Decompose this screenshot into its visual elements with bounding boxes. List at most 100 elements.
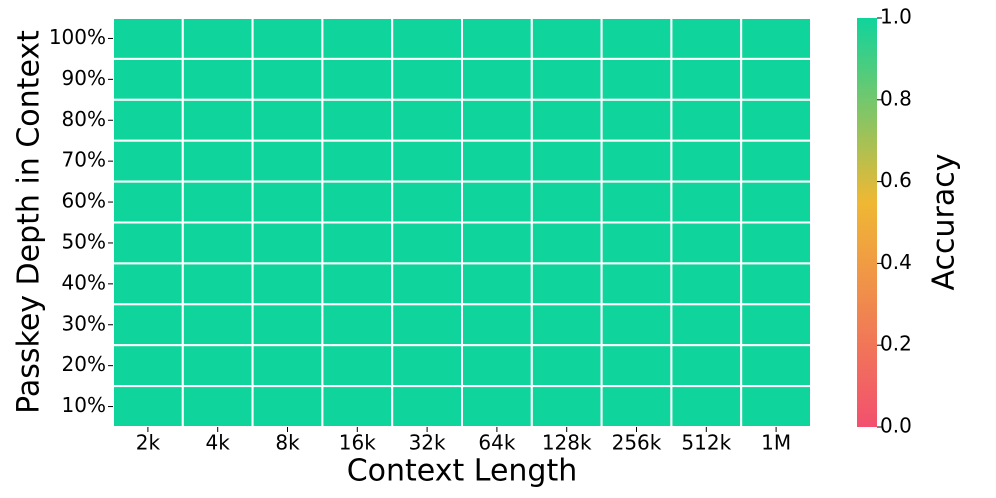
- x-tick-label: 16k: [339, 431, 376, 455]
- heatmap-cell: [530, 385, 603, 429]
- y-axis-label: Passkey Depth in Context: [12, 30, 47, 414]
- heatmap-cell: [391, 262, 464, 306]
- heatmap-cell: [461, 180, 533, 224]
- colorbar-tick-label: 0.8: [880, 86, 912, 110]
- heatmap-cell: [391, 139, 464, 183]
- y-tick-label: 90%: [62, 66, 106, 90]
- heatmap-cell: [251, 17, 324, 60]
- heatmap-cell: [391, 57, 464, 101]
- x-tick-label: 512k: [681, 431, 731, 455]
- heatmap-cell: [530, 303, 603, 347]
- heatmap-cell: [461, 262, 533, 306]
- heatmap-cell: [600, 139, 673, 183]
- heatmap-cell: [740, 17, 813, 60]
- heatmap-cell: [112, 344, 184, 388]
- colorbar-label: Accuracy: [927, 154, 962, 291]
- heatmap-cell: [321, 139, 394, 183]
- heatmap-cell: [181, 385, 254, 429]
- heatmap-cell: [112, 98, 184, 142]
- heatmap-cell: [251, 221, 324, 265]
- heatmap-cell: [600, 344, 673, 388]
- heatmap-cell: [321, 17, 394, 60]
- heatmap-cell: [112, 303, 184, 347]
- heatmap-cell: [321, 221, 394, 265]
- heatmap-cell: [740, 385, 813, 429]
- heatmap-cell: [391, 17, 464, 60]
- heatmap-cell: [530, 221, 603, 265]
- y-tick-label: 60%: [62, 189, 106, 213]
- heatmap-cell: [321, 385, 394, 429]
- x-tick-label: 2k: [136, 431, 161, 455]
- x-tick-label: 256k: [612, 431, 662, 455]
- heatmap-cell: [530, 344, 603, 388]
- heatmap-cell: [391, 98, 464, 142]
- heatmap-cell: [391, 385, 464, 429]
- heatmap-cell: [321, 57, 394, 101]
- heatmap-cell: [461, 139, 533, 183]
- x-tick-label: 32k: [409, 431, 446, 455]
- heatmap-cell: [251, 303, 324, 347]
- y-tick-label: 50%: [62, 229, 106, 253]
- heatmap-cell: [670, 139, 743, 183]
- heatmap-cell: [251, 139, 324, 183]
- heatmap-cell: [530, 262, 603, 306]
- y-tick-label: 30%: [62, 311, 106, 335]
- heatmap-cell: [461, 57, 533, 101]
- heatmap-cell: [740, 262, 813, 306]
- x-tick-label: 64k: [478, 431, 515, 455]
- colorbar-tick-label: 0.6: [880, 168, 912, 192]
- heatmap-cell: [600, 385, 673, 429]
- heatmap-cell: [740, 98, 813, 142]
- heatmap-cell: [530, 180, 603, 224]
- heatmap-cell: [461, 344, 533, 388]
- heatmap-cell: [321, 180, 394, 224]
- heatmap-cell: [251, 344, 324, 388]
- x-axis-label: Context Length: [347, 454, 578, 489]
- heatmap-cell: [181, 57, 254, 101]
- heatmap-cell: [740, 221, 813, 265]
- heatmap-cell: [391, 180, 464, 224]
- heatmap-cell: [112, 385, 184, 429]
- y-tick-label: 80%: [62, 107, 106, 131]
- heatmap-cell: [670, 98, 743, 142]
- heatmap-cell: [321, 98, 394, 142]
- heatmap-cell: [600, 262, 673, 306]
- heatmap-cell: [530, 98, 603, 142]
- heatmap-cell: [181, 98, 254, 142]
- x-tick-label: 4k: [206, 431, 231, 455]
- y-tick-label: 70%: [62, 148, 106, 172]
- heatmap-cell: [251, 57, 324, 101]
- heatmap-cell: [530, 17, 603, 60]
- heatmap-cell: [321, 262, 394, 306]
- heatmap-cell: [600, 221, 673, 265]
- heatmap-cell: [530, 57, 603, 101]
- x-tick-label: 8k: [275, 431, 300, 455]
- heatmap-cell: [600, 303, 673, 347]
- heatmap-cell: [181, 262, 254, 306]
- y-tick-label: 20%: [62, 352, 106, 376]
- heatmap-cell: [600, 180, 673, 224]
- heatmap-cell: [251, 98, 324, 142]
- heatmap-cell: [391, 344, 464, 388]
- heatmap-cell: [321, 344, 394, 388]
- heatmap-cell: [670, 57, 743, 101]
- heatmap-cell: [461, 385, 533, 429]
- heatmap-cell: [391, 303, 464, 347]
- y-tick-label: 100%: [49, 25, 106, 49]
- heatmap-cell: [181, 221, 254, 265]
- heatmap-cell: [181, 344, 254, 388]
- heatmap-cell: [181, 303, 254, 347]
- heatmap-cell: [391, 221, 464, 265]
- heatmap-cell: [112, 57, 184, 101]
- heatmap-cell: [740, 303, 813, 347]
- x-tick-label: 1M: [761, 431, 791, 455]
- heatmap-cell: [181, 17, 254, 60]
- heatmap-cell: [670, 262, 743, 306]
- heatmap-cell: [251, 385, 324, 429]
- heatmap-cell: [112, 180, 184, 224]
- heatmap-cell: [600, 98, 673, 142]
- heatmap-cell: [530, 139, 603, 183]
- heatmap-cell: [251, 180, 324, 224]
- heatmap-cell: [461, 221, 533, 265]
